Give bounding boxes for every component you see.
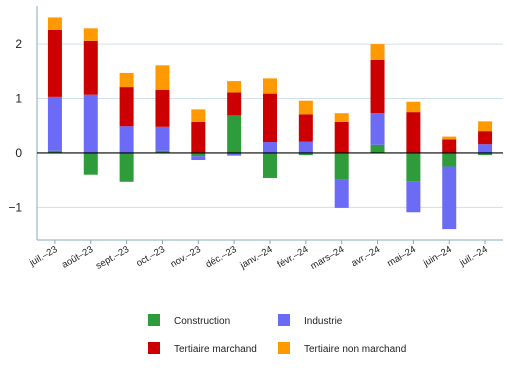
- bar-segment: [191, 152, 206, 157]
- legend-item: Construction: [148, 314, 230, 327]
- legend-swatch: [148, 342, 160, 354]
- legend-swatch: [278, 342, 290, 354]
- bar-segment: [263, 93, 277, 143]
- x-tick-label: déc.–23: [204, 244, 239, 270]
- bar-segment: [83, 94, 98, 153]
- bar-segment: [406, 101, 421, 113]
- bar-segment: [334, 113, 349, 122]
- bar-segment: [298, 152, 313, 156]
- bar-segment: [263, 142, 277, 153]
- x-tick-label: juil.–23: [27, 244, 59, 269]
- legend-swatch: [148, 314, 160, 326]
- bar-segment: [263, 152, 277, 178]
- bar-segment: [119, 87, 134, 127]
- bar-segment: [191, 121, 206, 153]
- y-tick-labels: −1 0 1 2: [8, 37, 22, 214]
- x-tick-label: mars–24: [309, 244, 347, 272]
- bar-segment: [370, 44, 385, 60]
- legend-item: Tertiaire marchand: [148, 342, 257, 355]
- bar-segment: [406, 112, 421, 153]
- bar-segment: [83, 28, 98, 41]
- y-tick-label: −1: [8, 200, 22, 214]
- bar-segment: [334, 179, 349, 208]
- bar-segment: [155, 89, 170, 127]
- y-tick-label: 0: [15, 146, 22, 160]
- bar-segment: [406, 152, 421, 182]
- bar-segment: [191, 109, 206, 122]
- legend-label: Tertiaire marchand: [174, 344, 257, 355]
- legend-label: Construction: [174, 316, 230, 327]
- bar-segment: [47, 150, 62, 153]
- bar-segment: [227, 152, 242, 156]
- legend-item: Industrie: [278, 314, 343, 327]
- bar-segment: [298, 114, 313, 142]
- bar-segment: [155, 150, 170, 153]
- x-tick-label: janv.–24: [238, 244, 275, 272]
- bar-segment: [370, 113, 385, 145]
- bar-segment: [478, 121, 493, 132]
- bars: [47, 17, 493, 230]
- bar-segment: [442, 139, 457, 153]
- bar-segment: [478, 131, 493, 145]
- x-tick-label: juin–24: [421, 244, 454, 269]
- bar-segment: [298, 100, 313, 115]
- bar-segment: [155, 65, 170, 90]
- bar-segment: [227, 81, 242, 93]
- bar-segment: [47, 29, 62, 97]
- legend-swatch: [278, 314, 290, 326]
- bar-segment: [334, 152, 349, 180]
- legend-item: Tertiaire non marchand: [278, 342, 406, 355]
- x-tick-label: févr.–24: [276, 244, 311, 270]
- bar-segment: [298, 141, 313, 153]
- x-tick-label: avr.–24: [350, 244, 382, 269]
- bar-segment: [263, 78, 277, 94]
- x-tick-label: août–23: [60, 244, 95, 271]
- legend-label: Industrie: [304, 316, 343, 327]
- bar-segment: [191, 156, 206, 161]
- legend: Construction Industrie Tertiaire marchand T…: [148, 314, 406, 355]
- legend-label: Tertiaire non marchand: [304, 344, 406, 355]
- bar-segment: [119, 72, 134, 88]
- bar-segment: [478, 144, 493, 153]
- bar-segment: [406, 181, 421, 213]
- bar-segment: [119, 126, 134, 153]
- bar-segment: [442, 136, 457, 140]
- bar-segment: [334, 121, 349, 153]
- bar-segment: [227, 115, 242, 153]
- bar-segment: [370, 59, 385, 114]
- bar-segment: [47, 17, 62, 30]
- x-tick-label: oct.–23: [134, 244, 166, 269]
- x-tick-label: nov.–23: [169, 244, 203, 270]
- x-tick-label: juil.–24: [457, 244, 489, 269]
- bar-segment: [83, 152, 98, 175]
- y-tick-label: 1: [15, 92, 22, 106]
- bar-segment: [227, 92, 242, 116]
- bar-segment: [119, 152, 134, 182]
- axes: [36, 6, 503, 244]
- bar-segment: [442, 152, 457, 167]
- bar-segment: [442, 166, 457, 230]
- bar-segment: [47, 96, 62, 151]
- x-tick-label: sept.–23: [94, 244, 131, 272]
- bar-segment: [83, 40, 98, 95]
- y-tick-label: 2: [15, 37, 22, 51]
- bar-segment: [370, 144, 385, 153]
- bar-segment: [155, 126, 170, 151]
- x-tick-label: mai–24: [385, 244, 417, 269]
- bar-segment: [478, 152, 493, 156]
